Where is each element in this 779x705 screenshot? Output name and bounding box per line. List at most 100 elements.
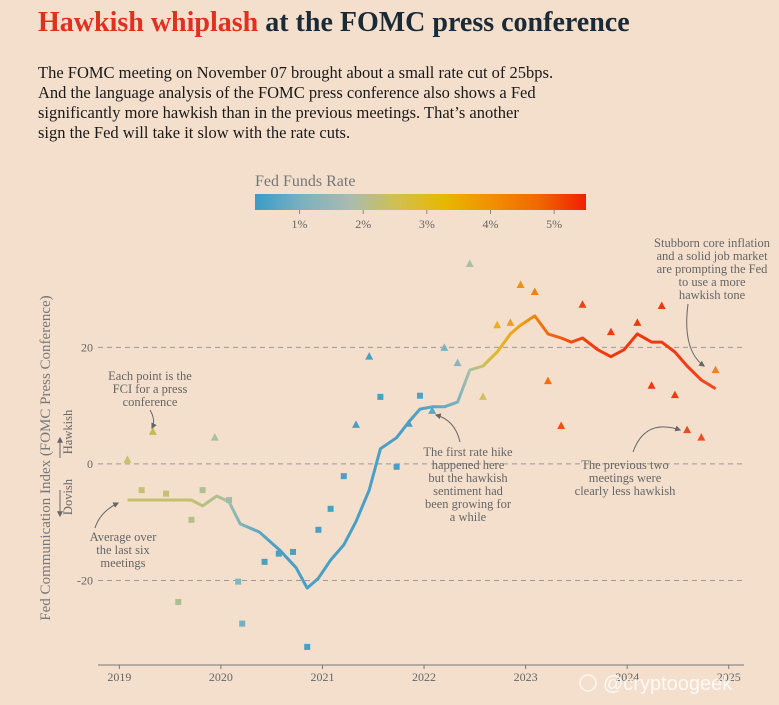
y-tick-label: 0 (87, 457, 93, 471)
point (606, 327, 615, 336)
point (239, 620, 246, 627)
point (506, 318, 515, 326)
point (440, 343, 449, 351)
point (275, 550, 282, 557)
point (340, 473, 347, 480)
title-rest: at the FOMC press conference (265, 7, 629, 38)
y-axis-label: Fed Communication Index (FOMC Press Conf… (38, 295, 54, 620)
point (226, 497, 233, 504)
subtitle-line: sign the Fed will take it slow with the … (38, 123, 350, 142)
point (365, 352, 374, 360)
annotation: the last six (96, 543, 150, 557)
annotation: clearly less hawkish (575, 484, 676, 498)
x-tick-label: 2025 (717, 670, 741, 684)
hawkish-label: Hawkish (61, 409, 75, 454)
point (647, 381, 656, 389)
point (210, 433, 219, 441)
point (493, 320, 502, 329)
point (327, 505, 334, 512)
annotation: happened here (432, 458, 505, 472)
x-tick-label: 2024 (615, 670, 639, 684)
point (465, 259, 474, 267)
colorbar (255, 194, 586, 210)
annotation: Average over (90, 530, 158, 544)
annotation: The previous two (581, 458, 668, 472)
watermark: @cryptoogeek (603, 673, 733, 695)
colorbar-tick-label: 5% (546, 217, 562, 231)
point (123, 455, 132, 463)
point (683, 425, 692, 434)
subtitle-line: The FOMC meeting on November 07 brought … (38, 63, 553, 82)
annotation: sentiment had (433, 484, 504, 498)
point (188, 516, 195, 523)
point (543, 376, 552, 385)
annotation-arrow (686, 303, 705, 367)
y-tick-label: 20 (81, 340, 93, 354)
y-tick-label: -20 (77, 573, 93, 587)
point (163, 490, 170, 497)
subtitle-line: significantly more hawkish than in the p… (38, 103, 519, 122)
x-tick-label: 2023 (514, 670, 538, 684)
colorbar-tick-label: 2% (355, 217, 371, 231)
x-tick-label: 2020 (209, 670, 233, 684)
point (428, 406, 437, 414)
annotation: hawkish tone (679, 288, 746, 302)
chart: Fed Funds Rate 1% 2% 3% 4% 5% -20 0 20 2019 2020 20… (38, 173, 771, 684)
subtitle: The FOMC meeting on November 07 brought … (38, 63, 553, 142)
point (290, 548, 297, 555)
annotation: Each point is the (108, 369, 192, 383)
title-highlight: Hawkish whiplash (38, 7, 259, 38)
title: Hawkish whiplash at the FOMC press confe… (38, 7, 630, 38)
annotation-arrow (434, 413, 461, 443)
point (578, 300, 587, 308)
colorbar-title: Fed Funds Rate (255, 173, 355, 190)
annotation: been growing for (425, 497, 512, 511)
annotation: The first rate hike (423, 445, 513, 459)
point (633, 318, 642, 326)
point (670, 390, 679, 399)
point (261, 558, 268, 565)
annotation-arrow (632, 425, 682, 453)
annotation: Stubborn core inflation (654, 236, 771, 250)
point (453, 358, 462, 367)
annotation: and a solid job market (656, 249, 768, 263)
subtitle-line: And the language analysis of the FOMC pr… (38, 83, 536, 102)
colorbar-tick-label: 4% (483, 217, 499, 231)
point (711, 365, 720, 374)
annotation: meetings were (589, 471, 662, 485)
annotation: but the hawkish (428, 471, 508, 485)
point (416, 392, 423, 399)
annotation: a while (450, 510, 487, 524)
point (516, 280, 525, 288)
annotation: conference (123, 395, 178, 409)
point (404, 419, 413, 427)
point (138, 487, 145, 494)
annotation-arrow (149, 409, 157, 430)
dovish-label: Dovish (61, 478, 75, 515)
point (351, 420, 360, 428)
point (235, 578, 242, 585)
point (657, 301, 666, 309)
x-tick-label: 2022 (412, 670, 436, 684)
annotation: are prompting the Fed (657, 262, 768, 276)
annotation: FCI for a press (113, 382, 188, 396)
colorbar-tick-label: 1% (292, 217, 308, 231)
annotation: to use a more (679, 275, 746, 289)
annotation-arrow (94, 502, 120, 529)
x-tick-label: 2019 (107, 670, 131, 684)
point (199, 487, 206, 494)
point (557, 421, 566, 430)
point (393, 463, 400, 470)
point (377, 393, 384, 400)
annotation: meetings (100, 556, 145, 570)
point (478, 392, 487, 400)
average-line (127, 314, 717, 590)
point (148, 427, 157, 435)
point (530, 287, 539, 295)
point (315, 526, 322, 533)
x-tick-label: 2021 (310, 670, 334, 684)
watermark-icon (579, 674, 597, 692)
point (304, 643, 311, 650)
